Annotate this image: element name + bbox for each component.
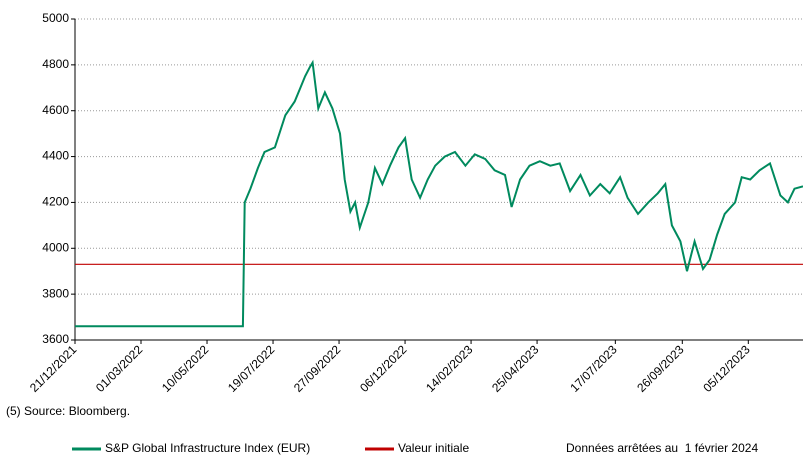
source-note: (5) Source: Bloomberg. [6, 404, 130, 418]
x-tick-label: 25/04/2023 [489, 342, 542, 395]
x-tick-label: 10/05/2022 [159, 342, 212, 395]
x-tick-label: 19/07/2022 [225, 342, 278, 395]
y-tick-label: 3800 [42, 286, 69, 300]
y-tick-label: 4000 [42, 240, 69, 254]
x-tick-label: 27/09/2022 [291, 342, 344, 395]
y-tick-label: 4200 [42, 195, 69, 209]
series-line [75, 59, 803, 328]
y-tick-label: 4400 [42, 149, 69, 163]
y-tick-label: 4800 [42, 57, 69, 71]
x-tick-label: 21/12/2021 [27, 342, 80, 395]
x-tick-label: 05/12/2023 [700, 342, 753, 395]
y-tick-label: 5000 [42, 11, 69, 25]
x-tick-label: 17/07/2023 [567, 342, 620, 395]
date-note: Données arrêtées au 1 février 2024 [566, 441, 758, 455]
y-tick-label: 4600 [42, 103, 69, 117]
x-tick-label: 14/02/2023 [423, 342, 476, 395]
legend-label: Valeur initiale [398, 441, 469, 455]
x-tick-label: 01/03/2022 [93, 342, 146, 395]
x-tick-label: 26/09/2023 [634, 342, 687, 395]
legend-label: S&P Global Infrastructure Index (EUR) [105, 441, 310, 455]
y-tick-label: 3600 [42, 332, 69, 346]
x-tick-label: 06/12/2022 [357, 342, 410, 395]
